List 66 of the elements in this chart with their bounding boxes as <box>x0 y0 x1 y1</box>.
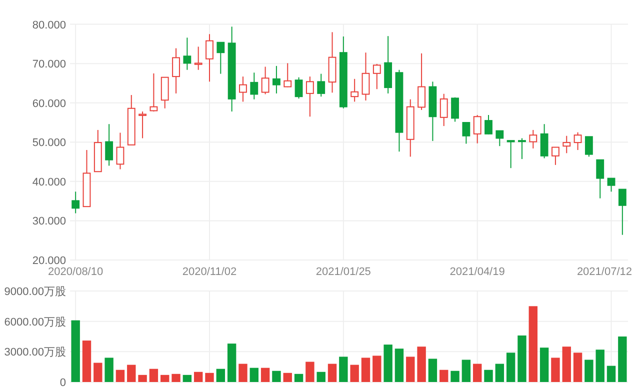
bar <box>573 352 582 382</box>
bar <box>596 350 604 382</box>
y-tick-label: 30.000 <box>32 216 66 228</box>
bar <box>227 344 236 382</box>
bar <box>462 360 471 382</box>
bar <box>406 356 415 382</box>
bar <box>160 374 170 382</box>
bar <box>551 358 560 382</box>
y-tick-label: 0 <box>60 377 66 389</box>
bar <box>528 306 538 382</box>
bar <box>283 372 292 382</box>
bar <box>94 362 102 382</box>
bar <box>216 368 226 382</box>
bar <box>339 356 348 382</box>
y-tick-label: 9000.00万股 <box>4 286 66 298</box>
y-tick-label: 60.000 <box>32 98 66 110</box>
x-tick-label: 2020/11/02 <box>182 266 237 278</box>
y-tick-label: 20.000 <box>32 255 66 267</box>
bar <box>495 364 504 382</box>
bar <box>294 374 304 382</box>
bar <box>372 356 382 382</box>
bar <box>205 372 214 382</box>
bar <box>138 374 147 382</box>
bar <box>506 352 516 382</box>
bar <box>618 336 627 382</box>
bar <box>306 362 314 382</box>
bar <box>472 364 482 382</box>
bar <box>417 346 426 382</box>
y-tick-label: 70.000 <box>32 58 66 71</box>
y-tick-label: 50.000 <box>32 137 66 150</box>
x-tick-label: 2021/01/25 <box>316 266 371 278</box>
y-tick-label: 80.000 <box>32 19 66 32</box>
bar <box>194 372 203 382</box>
bar <box>104 358 114 382</box>
bar <box>328 364 337 382</box>
bar <box>182 374 192 382</box>
bar <box>518 335 526 382</box>
bar <box>484 370 493 382</box>
bar <box>384 344 392 382</box>
bar <box>450 370 460 382</box>
bar <box>172 374 180 382</box>
bar <box>361 358 370 382</box>
bar <box>238 364 248 382</box>
x-tick-label: 2021/04/19 <box>450 266 505 278</box>
bar <box>606 366 616 382</box>
bar <box>440 370 448 382</box>
y-tick-label: 3000.00万股 <box>4 346 66 359</box>
bar <box>428 358 438 382</box>
bar <box>71 320 80 382</box>
bar <box>540 348 549 382</box>
bar <box>584 360 594 382</box>
bar <box>149 368 158 382</box>
x-tick-label: 2021/07/12 <box>576 266 632 278</box>
y-tick-label: 40.000 <box>32 176 66 188</box>
bar <box>260 368 270 382</box>
bar <box>127 364 136 382</box>
bar <box>394 348 404 382</box>
bar <box>82 340 92 382</box>
bar <box>350 364 359 382</box>
bar <box>562 346 571 382</box>
x-tick-label: 2020/08/10 <box>48 266 104 278</box>
y-tick-label: 6000.00万股 <box>4 316 66 328</box>
bar <box>272 370 281 382</box>
bar <box>316 372 326 382</box>
bar <box>116 370 125 382</box>
bar <box>250 368 258 382</box>
